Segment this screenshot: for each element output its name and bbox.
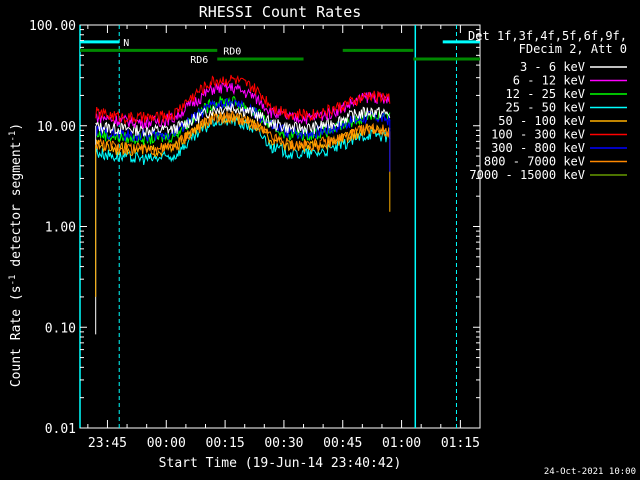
x-axis-ticks: 23:45 00:00 00:15 00:30 00:45 01:00 01:15	[87, 25, 481, 451]
y-axis-label-sup: -1	[8, 275, 18, 286]
y-axis-label-rest: detector segment	[9, 142, 24, 275]
rate-decimation-label: RD6	[190, 55, 208, 66]
x-axis-label: Start Time (19-Jun-14 23:40:42)	[159, 456, 402, 471]
legend-entry-label: 25 - 50 keV	[506, 101, 585, 115]
y-tick-label: 100.00	[29, 19, 76, 34]
x-tick-label: 00:45	[323, 436, 362, 451]
y-tick-label: 0.01	[45, 422, 76, 437]
vertical-markers	[79, 25, 457, 428]
series-line-100-300keV	[95, 74, 391, 126]
series-line-300-800keV	[95, 97, 391, 142]
series-line-25-50keV	[95, 114, 391, 165]
series-lines	[95, 74, 391, 335]
rate-decimation-label: RD0	[223, 46, 241, 57]
y-tick-label: 0.10	[45, 321, 76, 336]
y-tick-label: 10.00	[37, 120, 76, 135]
legend-entry-label: 50 - 100 keV	[498, 114, 585, 128]
state-bars: N RD0 RD6	[80, 38, 480, 66]
x-tick-label: 01:15	[441, 436, 480, 451]
legend-header-line1: Det 1f,3f,4f,5f,6f,9f,	[468, 29, 627, 43]
legend-entry-label: 12 - 25 keV	[506, 87, 585, 101]
legend-entry-label: 7000 - 15000 keV	[469, 168, 585, 182]
series-line-3-6keV	[95, 102, 391, 137]
x-tick-label: 00:00	[147, 436, 186, 451]
legend-entry-label: 6 - 12 keV	[513, 74, 585, 88]
attenuator-bar-label: N	[123, 38, 129, 49]
y-tick-label: 1.00	[45, 221, 76, 236]
y-axis-ticks: 100.00 10.00 1.00 0.10 0.01	[29, 19, 480, 437]
legend-entry-label: 300 - 800 keV	[491, 141, 585, 155]
x-tick-label: 00:15	[206, 436, 245, 451]
y-axis-label-main: Count Rate (s	[9, 285, 24, 387]
chart-title: RHESSI Count Rates	[199, 3, 362, 21]
legend-entry-label: 3 - 6 keV	[520, 60, 585, 74]
legend-header-line2: FDecim 2, Att 0	[519, 42, 627, 56]
x-tick-label: 01:00	[382, 436, 421, 451]
y-axis-label-close: )	[9, 123, 24, 131]
legend: Det 1f,3f,4f,5f,6f,9f,FDecim 2, Att 0 3 -…	[468, 29, 627, 182]
series-line-800-7000keV	[95, 110, 391, 156]
plot-border	[79, 24, 481, 429]
legend-entry-label: 800 - 7000 keV	[484, 155, 585, 169]
x-tick-label: 00:30	[264, 436, 303, 451]
series-line-50-100keV	[95, 111, 391, 158]
legend-entry-label: 100 - 300 keV	[491, 128, 585, 142]
plot-frame	[79, 24, 481, 429]
footer-date: 24-Oct-2021 10:00	[544, 467, 636, 477]
y-axis-label-sup2: -1	[8, 131, 18, 142]
x-tick-label: 23:45	[88, 436, 127, 451]
y-axis-label: Count Rate (s-1 detector segment-1)	[8, 123, 24, 387]
